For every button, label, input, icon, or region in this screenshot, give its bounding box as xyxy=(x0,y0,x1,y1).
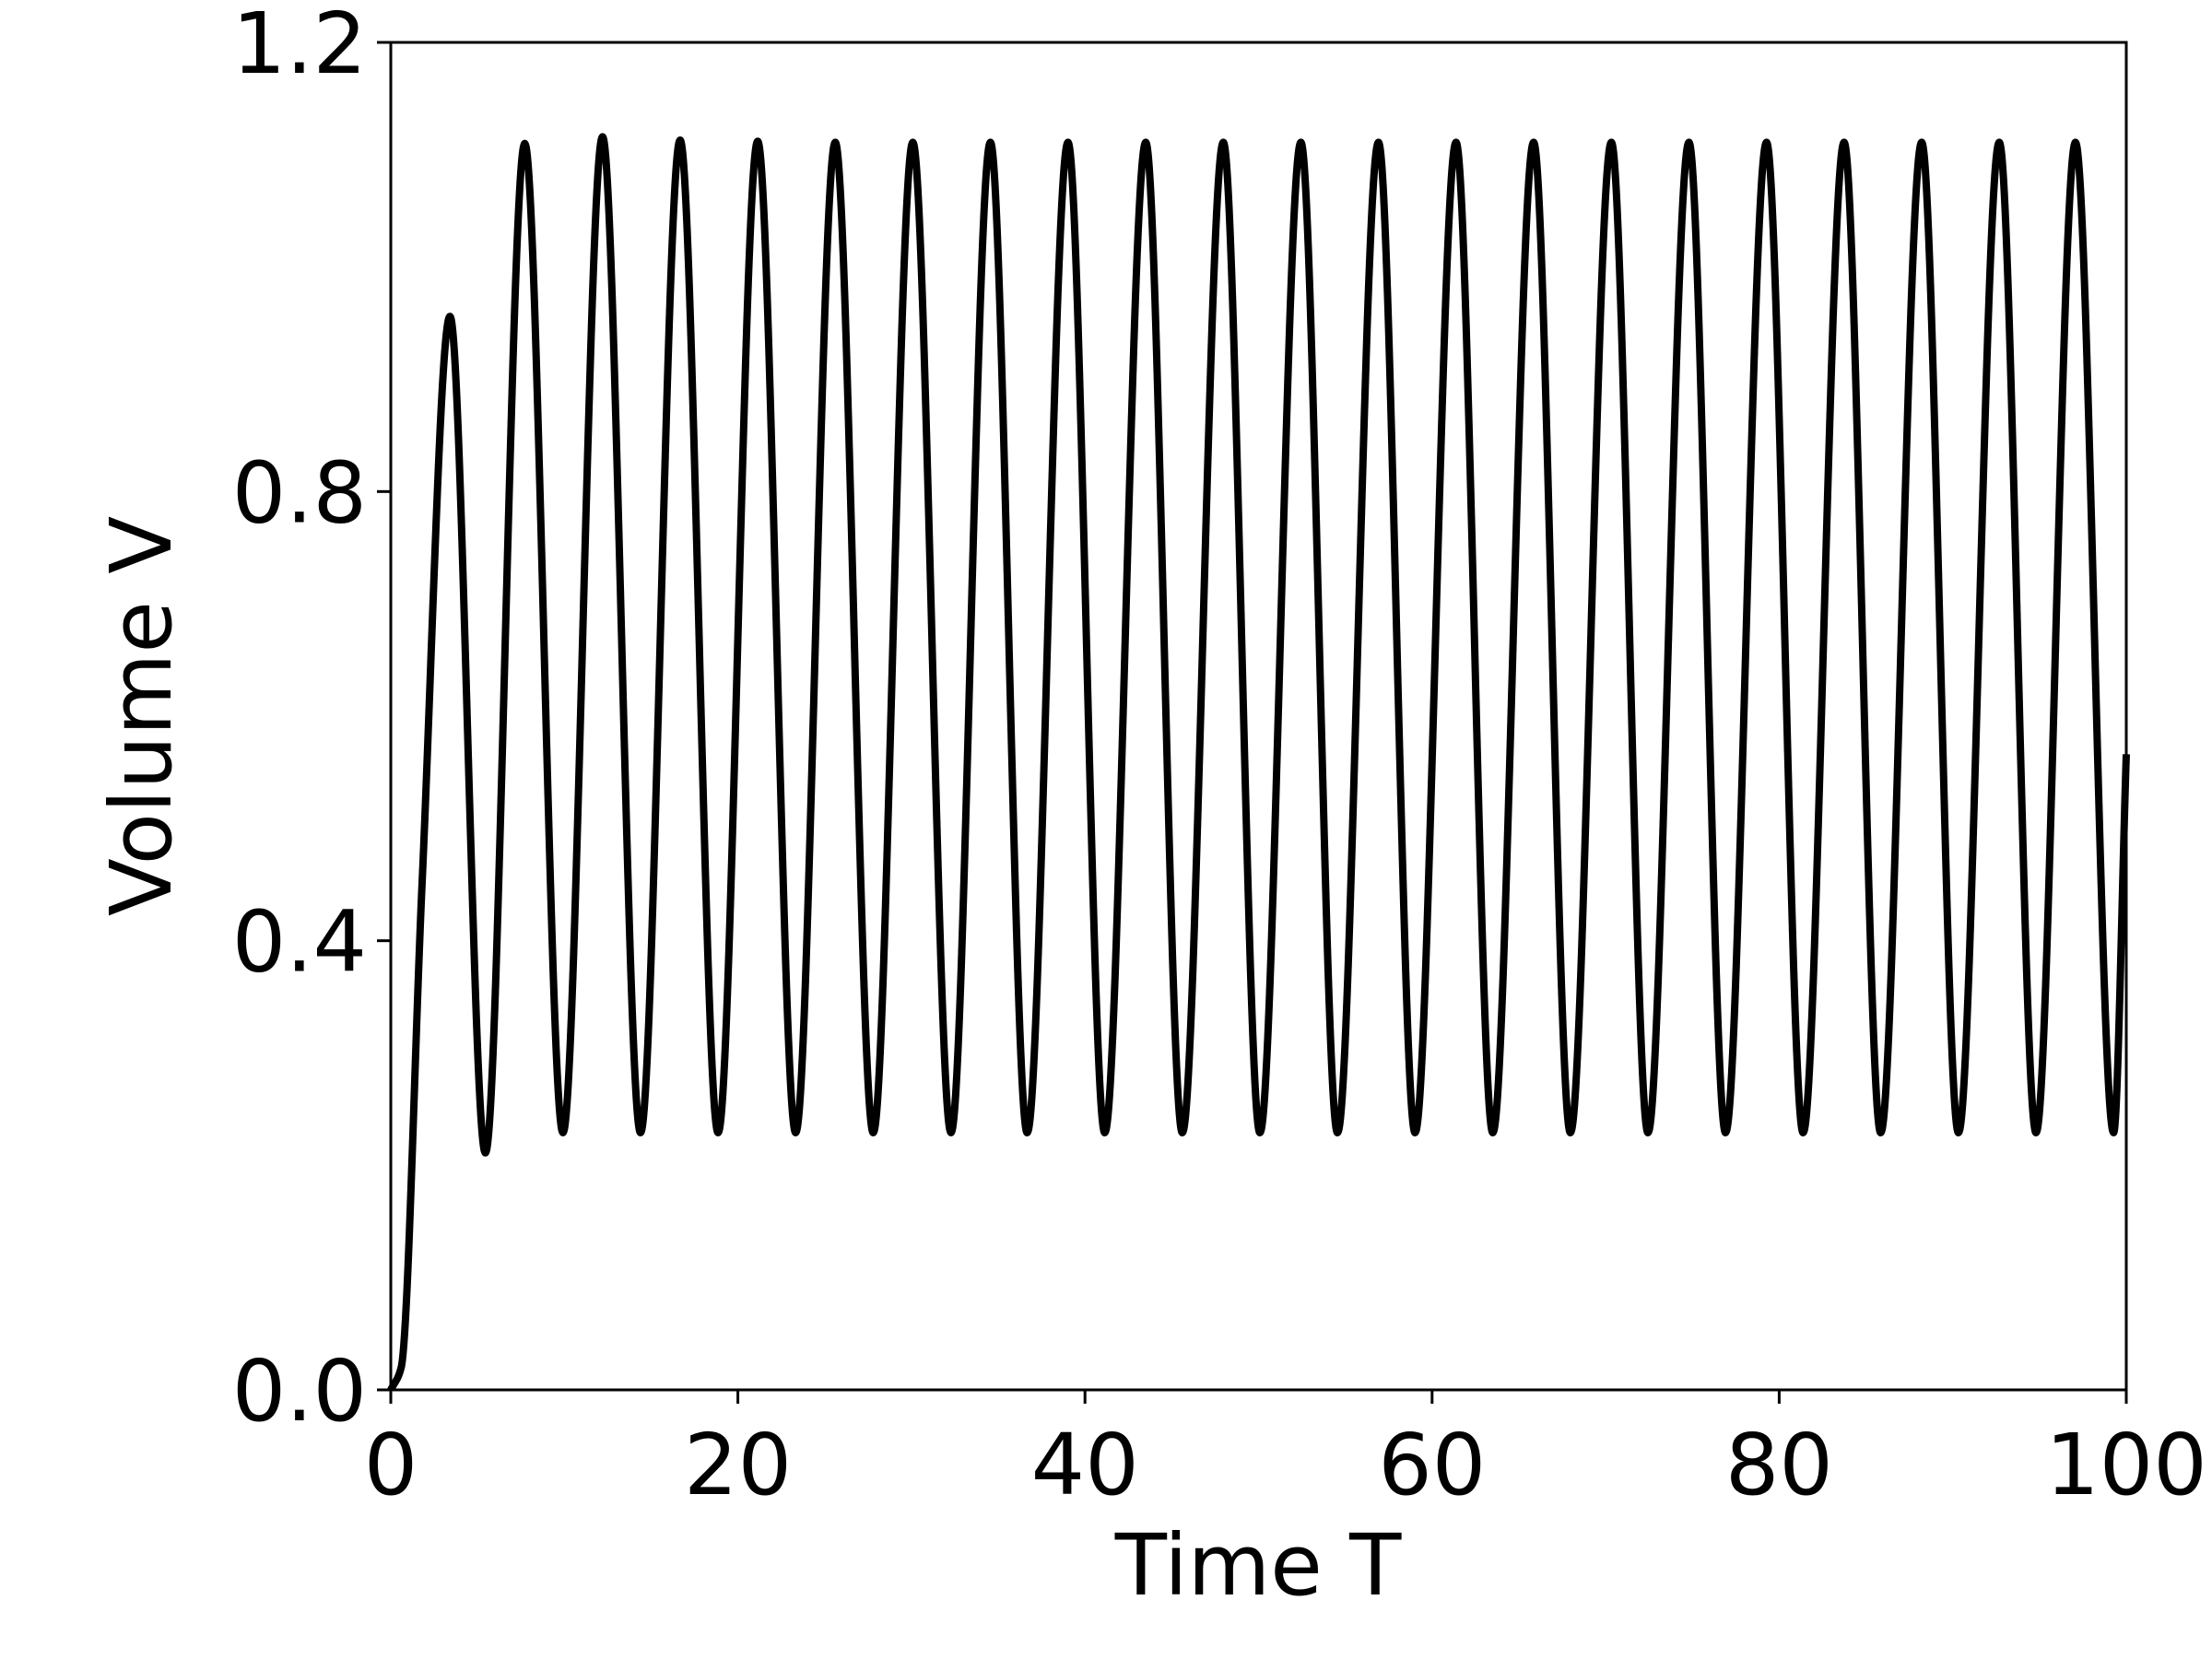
y-tick-label: 0.8 xyxy=(232,443,367,542)
x-axis-label: Time T xyxy=(1114,1516,1402,1615)
y-tick-label: 0.0 xyxy=(232,1342,367,1441)
x-tick-label: 100 xyxy=(2045,1416,2207,1514)
y-axis-label: Volume V xyxy=(92,516,191,916)
x-tick-label: 60 xyxy=(1378,1416,1486,1514)
y-tick-label: 1.2 xyxy=(232,0,367,93)
x-tick-label: 40 xyxy=(1031,1416,1139,1514)
x-tick-label: 20 xyxy=(684,1416,792,1514)
plot-frame xyxy=(389,41,2128,1392)
x-tick-label: 0 xyxy=(364,1416,418,1514)
data-line xyxy=(387,133,2130,1392)
y-tick-label: 0.4 xyxy=(232,893,367,992)
x-tick-label: 80 xyxy=(1725,1416,1833,1514)
